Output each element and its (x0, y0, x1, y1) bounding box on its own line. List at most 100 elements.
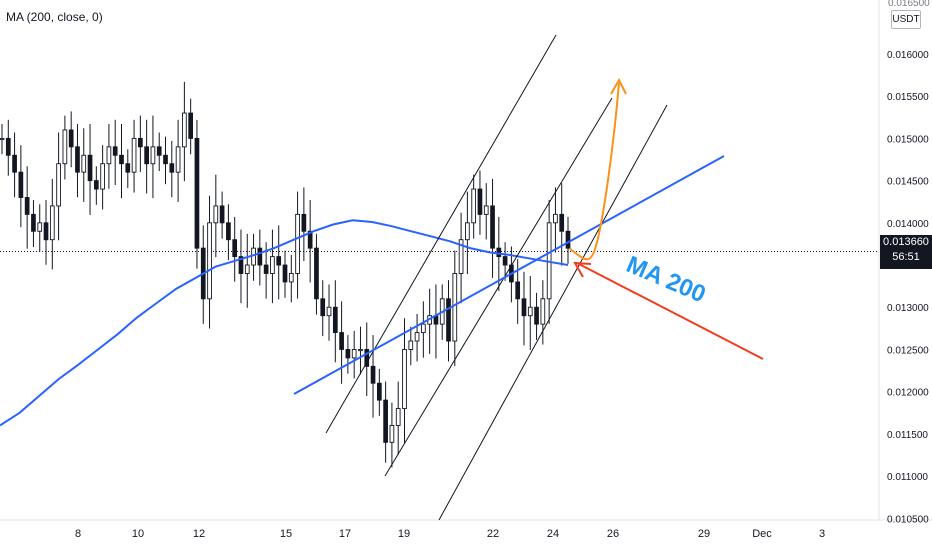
candle-body (553, 213, 558, 224)
candle-body (81, 154, 87, 173)
pointer-arrowhead (573, 261, 592, 278)
candle-body (175, 146, 181, 173)
time-tick-label: 12 (193, 528, 205, 540)
candle-body (138, 137, 143, 148)
price-tick-label: 0.012500 (887, 345, 929, 356)
candle-body (31, 213, 36, 232)
candle-body (471, 188, 477, 224)
currency-button[interactable]: USDT (891, 10, 921, 29)
price-tick-label: 0.015000 (887, 134, 929, 145)
candle-body (106, 146, 112, 165)
candle-body (238, 256, 244, 274)
candle-body (5, 137, 11, 156)
candle-body (49, 205, 55, 241)
candle-body (477, 188, 483, 215)
price-tick-label: 0.011000 (887, 472, 928, 483)
price-tick-label: 0.016000 (887, 50, 929, 61)
candle-body (282, 264, 288, 283)
time-tick-label: 3 (819, 528, 825, 540)
price-tick-label: 0.015500 (887, 92, 929, 103)
candle-body (483, 205, 489, 215)
candle-body (150, 146, 156, 165)
candle-body (257, 247, 263, 266)
price-tick-label: 0.013000 (887, 303, 929, 314)
price-tick-label: 0.010500 (887, 514, 929, 525)
trend-line[interactable] (293, 155, 725, 395)
price-tick-label: 0.014000 (887, 219, 929, 230)
projection-curve[interactable] (569, 82, 620, 261)
price-axis-top-label: 0.016500 (888, 0, 930, 9)
candle-body (131, 137, 137, 173)
candle-body (125, 163, 131, 173)
candle-body (182, 112, 187, 148)
channel-upper-line[interactable] (325, 34, 557, 434)
candle-body (232, 239, 238, 258)
indicator-legend[interactable]: MA (200, close, 0) (6, 10, 103, 24)
candle-body (414, 332, 420, 342)
time-tick-label: 15 (280, 528, 292, 540)
price-tick-label: 0.012000 (887, 388, 929, 399)
candle-body (314, 247, 319, 300)
candle-body (194, 137, 200, 249)
candle-body (119, 154, 124, 165)
current-price-badge: 0.013660 56:51 (880, 235, 932, 269)
price-tick-label: 0.014500 (887, 177, 929, 188)
candle-body (188, 112, 194, 139)
time-axis[interactable]: 8 10 12 15 17 19 22 24 26 29 Dec 3 (75, 528, 825, 540)
time-tick-label: 26 (607, 528, 619, 540)
candle-body (351, 349, 357, 359)
candle-body (56, 163, 61, 207)
candle-body (270, 256, 275, 274)
candle-body (226, 222, 231, 241)
price-axis[interactable]: 0.016000 0.015500 0.015000 0.014500 0.014000… (887, 50, 929, 525)
candle-body (395, 408, 401, 426)
candle-body (490, 205, 495, 249)
time-tick-label: 8 (75, 528, 81, 540)
candle-body (521, 298, 527, 317)
ma-200-line (0, 219, 569, 427)
candle-body (156, 146, 162, 156)
candle-body (307, 230, 313, 249)
time-tick-label: 29 (698, 528, 710, 540)
candle-body (534, 306, 539, 325)
channel-middle-line[interactable] (384, 97, 613, 477)
candle-body (527, 306, 533, 317)
time-tick-label: 10 (132, 528, 144, 540)
candle-body (301, 213, 307, 232)
candle-body (87, 154, 93, 182)
candle-body (339, 332, 344, 350)
candle-body (163, 154, 168, 165)
candle-body (244, 264, 250, 274)
channel-lower-line[interactable] (438, 104, 668, 521)
candle-body (169, 163, 175, 173)
candle-body (452, 273, 458, 342)
candle-body (446, 298, 451, 342)
candle-body (12, 154, 17, 173)
candle-body (144, 146, 149, 165)
pointer-arrow-line[interactable] (576, 262, 764, 360)
projection-arrowhead (610, 77, 627, 95)
candle-body (276, 256, 282, 266)
candle-body (421, 323, 426, 334)
candle-body (496, 247, 502, 258)
candle-body (364, 349, 370, 367)
bar-countdown: 56:51 (892, 251, 920, 263)
candle-body (0, 137, 5, 141)
candle-body (62, 129, 68, 165)
time-tick-label: 24 (547, 528, 559, 540)
candle-body (465, 222, 470, 241)
candle-body (320, 298, 326, 317)
candle-body (295, 213, 300, 274)
candle-body (24, 197, 30, 215)
candle-body (559, 213, 565, 232)
candle-body (219, 205, 225, 224)
candle-body (332, 306, 338, 334)
current-price-value: 0.013660 (883, 236, 929, 248)
candle-body (408, 340, 414, 350)
candle-body (540, 298, 546, 325)
candle-body (402, 349, 407, 410)
channel-lines[interactable] (325, 34, 668, 521)
candle-body (213, 205, 219, 224)
candle-body (370, 365, 376, 384)
